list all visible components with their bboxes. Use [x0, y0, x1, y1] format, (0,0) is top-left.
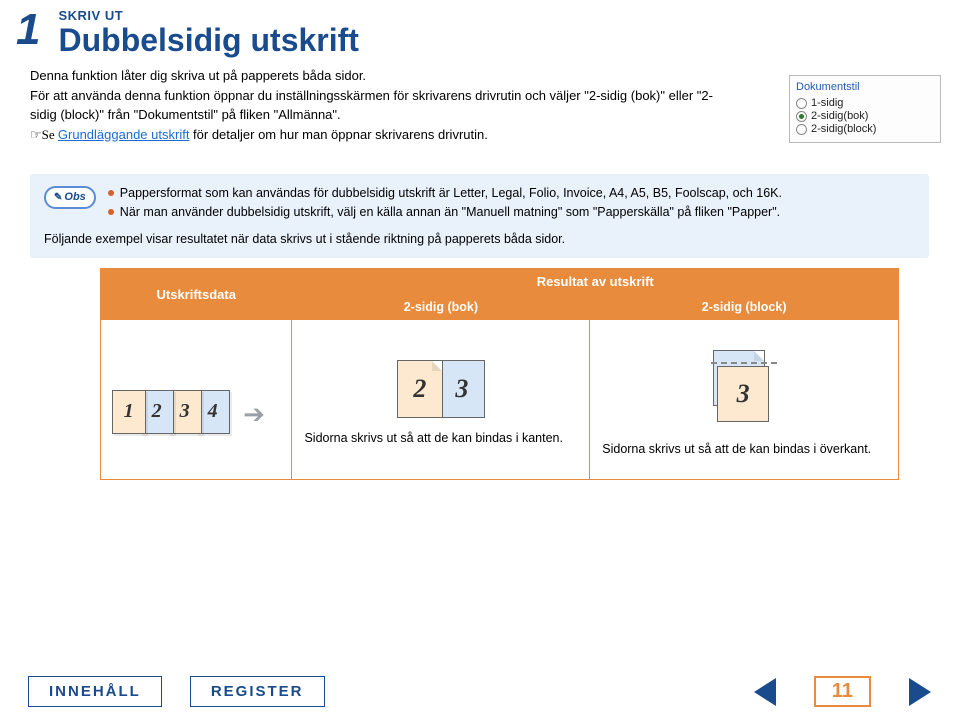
radio-option: 2-sidig(bok): [796, 110, 934, 122]
prev-page-icon[interactable]: [754, 678, 776, 706]
cell-bok: 2 3 Sidorna skrivs ut så att de kan bind…: [292, 320, 590, 480]
note-bullet: När man använder dubbelsidig utskrift, v…: [108, 203, 915, 222]
contents-button[interactable]: INNEHÅLL: [28, 676, 162, 707]
note-tail: Följande exempel visar resultatet när da…: [44, 230, 915, 249]
header-text: SKRIV UT Dubbelsidig utskrift: [58, 8, 959, 58]
page-title: Dubbelsidig utskrift: [58, 23, 959, 58]
note-bullets: Pappersformat som kan användas för dubbe…: [108, 184, 915, 222]
screenshot-title: Dokumentstil: [796, 81, 934, 93]
sheet-front: 3: [717, 366, 769, 422]
note-bullet: Pappersformat som kan användas för dubbe…: [108, 184, 915, 203]
basic-printing-link[interactable]: Grundläggande utskrift: [58, 127, 190, 142]
sheet-back: 3: [439, 360, 485, 418]
page-header: 1 SKRIV UT Dubbelsidig utskrift: [0, 0, 959, 58]
tablet-duplex-icon: 2 3: [709, 348, 779, 426]
th-result: Resultat av utskrift: [292, 269, 899, 295]
cell-block: 2 3 Sidorna skrivs ut så att de kan bind…: [590, 320, 899, 480]
kicker: SKRIV UT: [58, 8, 959, 23]
intro-line2: För att använda denna funktion öppnar du…: [30, 88, 713, 123]
radio-icon: [796, 98, 807, 109]
fold-line-icon: [711, 362, 777, 364]
arrow-right-icon: ➔: [243, 399, 265, 430]
footer: INNEHÅLL REGISTER 11: [0, 676, 959, 707]
radio-label: 2-sidig(block): [811, 123, 876, 135]
result-table-wrap: Utskriftsdata Resultat av utskrift 2-sid…: [100, 268, 899, 480]
intro-paragraph: Denna funktion låter dig skriva ut på pa…: [0, 58, 760, 144]
pointer-icon: ☞Se: [30, 127, 58, 142]
th-bok: 2-sidig (bok): [292, 295, 590, 320]
mini-page: 1: [112, 390, 146, 434]
th-block: 2-sidig (block): [590, 295, 899, 320]
cell-input-pages: 1 2 3 4 ➔: [101, 320, 292, 480]
sheet-front: 2: [397, 360, 443, 418]
driver-screenshot: Dokumentstil 1-sidig 2-sidig(bok) 2-sidi…: [789, 75, 941, 143]
obs-badge: Obs: [44, 186, 96, 209]
result-table: Utskriftsdata Resultat av utskrift 2-sid…: [100, 268, 899, 480]
note-box: Obs Pappersformat som kan användas för d…: [30, 174, 929, 258]
intro-line3-tail: för detaljer om hur man öppnar skrivaren…: [189, 127, 487, 142]
radio-label: 2-sidig(bok): [811, 110, 868, 122]
th-data: Utskriftsdata: [101, 269, 292, 320]
page-number-box: 11: [814, 676, 871, 707]
radio-label: 1-sidig: [811, 97, 843, 109]
radio-icon-selected: [796, 111, 807, 122]
radio-option: 2-sidig(block): [796, 123, 934, 135]
book-duplex-icon: 2 3: [397, 360, 485, 418]
radio-option: 1-sidig: [796, 97, 934, 109]
page-stack-icon: 1 2 3 4: [118, 372, 230, 434]
next-page-icon[interactable]: [909, 678, 931, 706]
caption-block: Sidorna skrivs ut så att de kan bindas i…: [602, 441, 886, 458]
caption-bok: Sidorna skrivs ut så att de kan bindas i…: [304, 430, 577, 447]
radio-icon: [796, 124, 807, 135]
section-number: 1: [16, 8, 40, 52]
index-button[interactable]: REGISTER: [190, 676, 325, 707]
intro-line1: Denna funktion låter dig skriva ut på pa…: [30, 68, 366, 83]
